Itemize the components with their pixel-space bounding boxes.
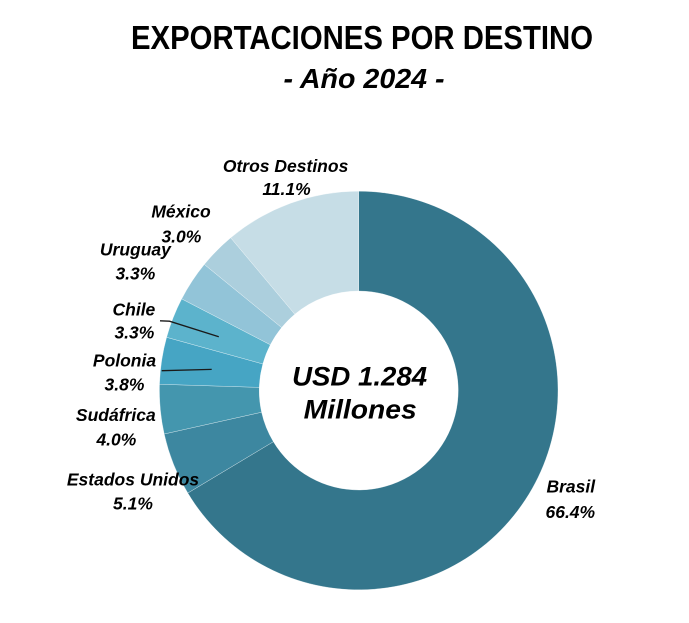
svg-text:Millones: Millones (304, 394, 417, 424)
svg-text:3.3%: 3.3% (115, 263, 155, 283)
svg-text:5.1%: 5.1% (113, 494, 153, 514)
svg-text:11.1%: 11.1% (262, 179, 311, 199)
svg-text:Chile: Chile (113, 299, 156, 319)
svg-text:- Año 2024 -: - Año 2024 - (284, 63, 445, 94)
svg-text:3.0%: 3.0% (161, 227, 201, 247)
svg-text:Uruguay: Uruguay (100, 239, 172, 259)
svg-text:3.3%: 3.3% (114, 323, 154, 343)
svg-text:Estados Unidos: Estados Unidos (67, 469, 200, 489)
svg-text:Sudáfrica: Sudáfrica (76, 405, 156, 425)
svg-text:Brasil: Brasil (546, 477, 596, 497)
svg-text:66.4%: 66.4% (545, 502, 595, 522)
svg-text:USD 1.284: USD 1.284 (292, 361, 427, 391)
svg-text:Otros Destinos: Otros Destinos (223, 156, 349, 176)
svg-text:Polonia: Polonia (93, 351, 156, 371)
svg-text:3.8%: 3.8% (105, 375, 145, 395)
svg-text:México: México (151, 202, 211, 222)
svg-text:4.0%: 4.0% (95, 430, 136, 450)
svg-text:EXPORTACIONES POR DESTINO: EXPORTACIONES POR DESTINO (131, 19, 593, 56)
